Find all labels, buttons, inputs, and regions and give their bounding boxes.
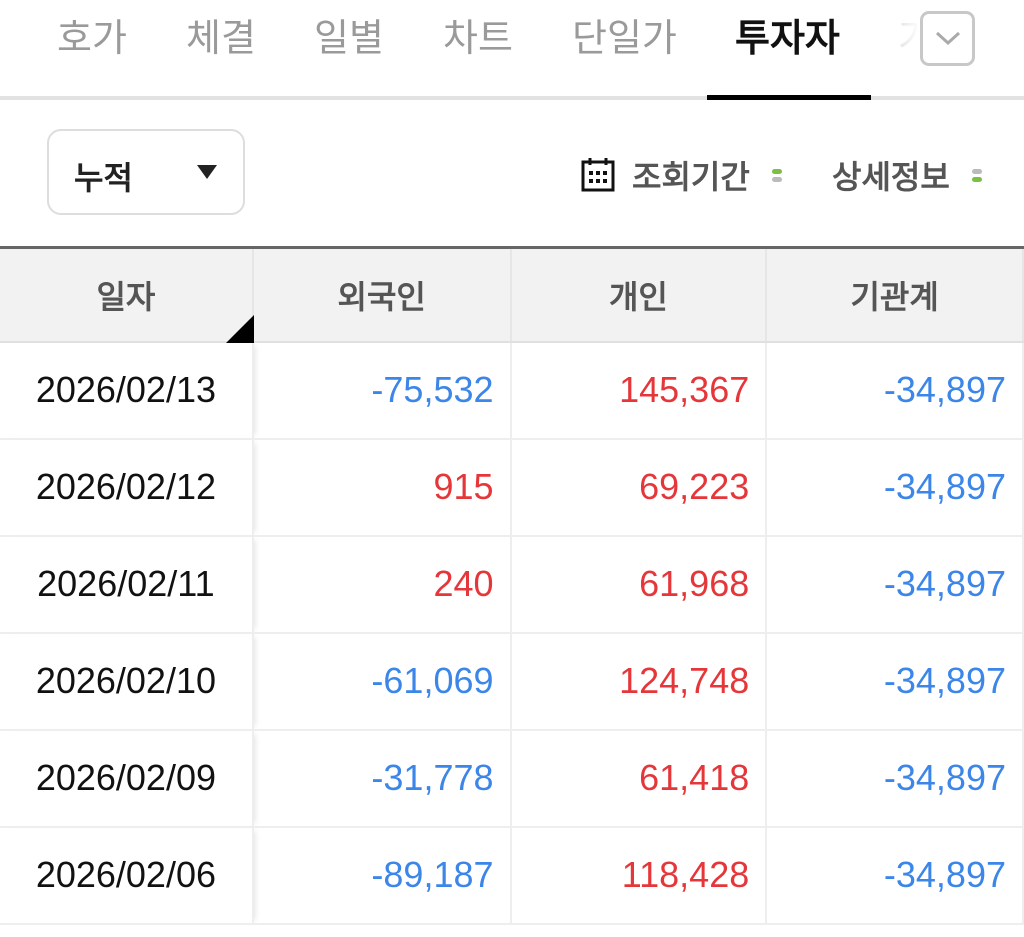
cell-foreign: 240 — [252, 535, 512, 634]
cell-institution: -34,897 — [766, 826, 1024, 925]
table-row[interactable]: 2026/02/11 240 61,968 -34,897 — [0, 535, 1024, 634]
cell-individual: 124,748 — [510, 632, 768, 731]
toggle-indicator-icon — [771, 166, 782, 185]
header-institution: 기관계 — [766, 247, 1024, 343]
tab-trades[interactable]: 체결 — [186, 18, 256, 60]
active-tab-indicator — [707, 95, 871, 100]
header-date[interactable]: 일자 — [0, 247, 254, 343]
cell-foreign: -61,069 — [252, 632, 512, 731]
period-button[interactable]: 조회기간 — [580, 152, 782, 198]
table-row[interactable]: 2026/02/13 -75,532 145,367 -34,897 — [0, 341, 1024, 440]
mode-select[interactable]: 누적 — [47, 129, 245, 215]
dropdown-arrow-icon — [197, 165, 217, 179]
tab-bar: 호가 체결 일별 차트 단일가 투자자 가 — [0, 0, 1024, 100]
detail-label: 상세정보 — [832, 159, 950, 195]
cell-foreign: -75,532 — [252, 341, 512, 440]
cell-foreign: -89,187 — [252, 826, 512, 925]
chevron-down-icon — [935, 31, 961, 46]
cell-institution: -34,897 — [766, 341, 1024, 440]
table-row[interactable]: 2026/02/12 915 69,223 -34,897 — [0, 438, 1024, 537]
cell-institution: -34,897 — [766, 535, 1024, 634]
cell-date: 2026/02/10 — [0, 632, 254, 731]
tab-chart[interactable]: 차트 — [443, 18, 513, 60]
period-label: 조회기간 — [632, 159, 750, 195]
cell-individual: 69,223 — [510, 438, 768, 537]
more-tabs-button[interactable] — [920, 11, 975, 66]
cell-institution: -34,897 — [766, 438, 1024, 537]
cell-individual: 145,367 — [510, 341, 768, 440]
table-row[interactable]: 2026/02/10 -61,069 124,748 -34,897 — [0, 632, 1024, 731]
tab-orderbook[interactable]: 호가 — [57, 18, 127, 60]
tab-single-price[interactable]: 단일가 — [572, 18, 677, 60]
toggle-indicator-icon — [971, 166, 982, 185]
tab-fade — [880, 0, 920, 90]
cell-foreign: -31,778 — [252, 729, 512, 828]
header-foreign: 외국인 — [252, 247, 512, 343]
cell-individual: 61,968 — [510, 535, 768, 634]
tab-daily[interactable]: 일별 — [314, 18, 384, 60]
calendar-icon — [581, 158, 615, 192]
mode-select-value: 누적 — [74, 160, 133, 196]
cell-date: 2026/02/06 — [0, 826, 254, 925]
header-individual: 개인 — [510, 247, 768, 343]
sort-corner-icon — [225, 314, 254, 343]
cell-individual: 118,428 — [510, 826, 768, 925]
table-row[interactable]: 2026/02/09 -31,778 61,418 -34,897 — [0, 729, 1024, 828]
cell-date: 2026/02/12 — [0, 438, 254, 537]
cell-individual: 61,418 — [510, 729, 768, 828]
tab-investor[interactable]: 투자자 — [735, 18, 840, 60]
cell-foreign: 915 — [252, 438, 512, 537]
investor-table: 일자 외국인 개인 기관계 2026/02/13 -75,532 145,367 -3… — [0, 246, 1024, 925]
cell-date: 2026/02/09 — [0, 729, 254, 828]
cell-institution: -34,897 — [766, 632, 1024, 731]
cell-date: 2026/02/13 — [0, 341, 254, 440]
cell-date: 2026/02/11 — [0, 535, 254, 634]
detail-button[interactable]: 상세정보 — [832, 152, 982, 198]
cell-institution: -34,897 — [766, 729, 1024, 828]
table-row[interactable]: 2026/02/06 -89,187 118,428 -34,897 — [0, 826, 1024, 925]
